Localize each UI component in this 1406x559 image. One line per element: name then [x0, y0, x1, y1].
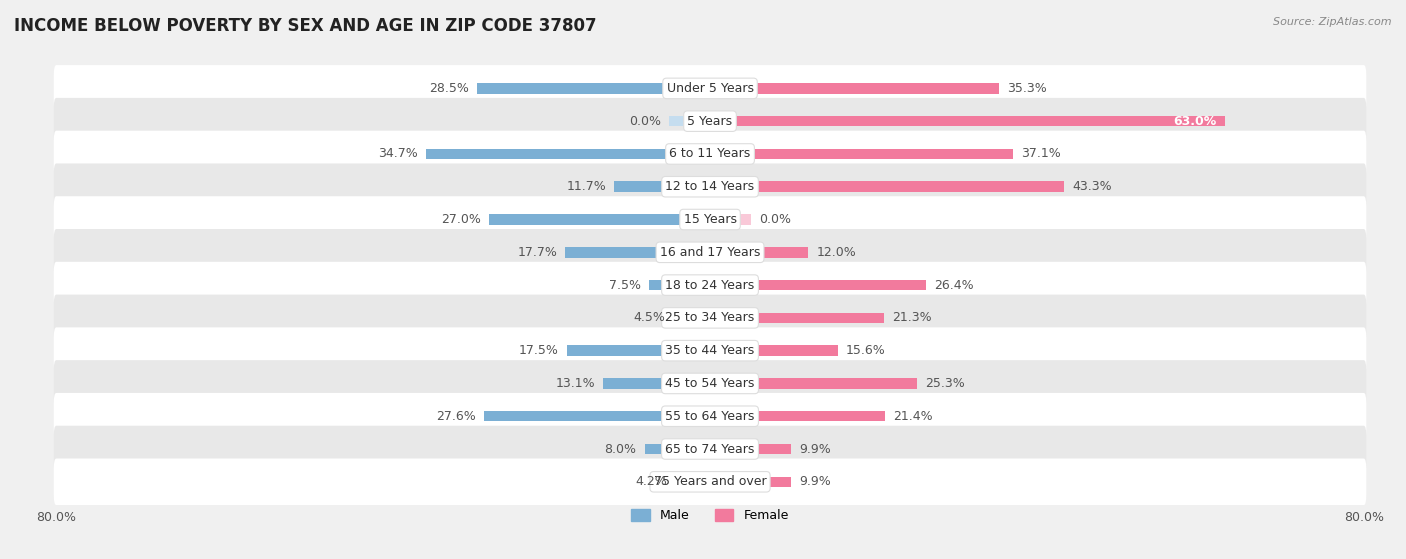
Legend: Male, Female: Male, Female	[626, 504, 794, 527]
Text: 4.5%: 4.5%	[633, 311, 665, 324]
Text: 37.1%: 37.1%	[1021, 148, 1062, 160]
FancyBboxPatch shape	[53, 360, 1367, 407]
FancyBboxPatch shape	[53, 98, 1367, 144]
Text: 17.7%: 17.7%	[517, 246, 557, 259]
Text: 75 Years and over: 75 Years and over	[654, 475, 766, 489]
Text: 9.9%: 9.9%	[799, 475, 831, 489]
Text: 15.6%: 15.6%	[845, 344, 886, 357]
FancyBboxPatch shape	[53, 458, 1367, 505]
Text: 8.0%: 8.0%	[605, 443, 637, 456]
Text: 43.3%: 43.3%	[1071, 180, 1112, 193]
Text: 5 Years: 5 Years	[688, 115, 733, 127]
Bar	[485, 411, 710, 421]
Text: 25 to 34 Years: 25 to 34 Years	[665, 311, 755, 324]
Bar	[710, 378, 917, 389]
Bar	[426, 149, 710, 159]
Bar	[565, 247, 710, 258]
Text: 9.9%: 9.9%	[799, 443, 831, 456]
FancyBboxPatch shape	[53, 262, 1367, 309]
Bar	[710, 280, 925, 290]
Text: 45 to 54 Years: 45 to 54 Years	[665, 377, 755, 390]
Bar	[710, 312, 884, 323]
Text: 11.7%: 11.7%	[567, 180, 606, 193]
Text: 0.0%: 0.0%	[759, 213, 792, 226]
Text: Under 5 Years: Under 5 Years	[666, 82, 754, 95]
Text: 7.5%: 7.5%	[609, 278, 641, 292]
FancyBboxPatch shape	[53, 393, 1367, 439]
Text: 35.3%: 35.3%	[1007, 82, 1046, 95]
Bar	[710, 182, 1064, 192]
Text: 25.3%: 25.3%	[925, 377, 965, 390]
FancyBboxPatch shape	[53, 229, 1367, 276]
Bar	[710, 83, 998, 94]
Bar	[710, 247, 808, 258]
Bar	[567, 345, 710, 356]
FancyBboxPatch shape	[53, 65, 1367, 112]
Text: 28.5%: 28.5%	[429, 82, 470, 95]
FancyBboxPatch shape	[53, 295, 1367, 341]
FancyBboxPatch shape	[53, 328, 1367, 374]
Bar	[710, 411, 884, 421]
Bar	[603, 378, 710, 389]
Text: 55 to 64 Years: 55 to 64 Years	[665, 410, 755, 423]
Text: 18 to 24 Years: 18 to 24 Years	[665, 278, 755, 292]
Text: 0.0%: 0.0%	[628, 115, 661, 127]
Bar	[710, 444, 792, 454]
Text: 12.0%: 12.0%	[817, 246, 856, 259]
Bar	[710, 345, 838, 356]
Bar	[477, 83, 710, 94]
Text: 16 and 17 Years: 16 and 17 Years	[659, 246, 761, 259]
Text: 4.2%: 4.2%	[636, 475, 668, 489]
Bar	[673, 312, 710, 323]
Text: 34.7%: 34.7%	[378, 148, 418, 160]
Bar	[710, 214, 751, 225]
Text: 21.4%: 21.4%	[893, 410, 932, 423]
Bar	[614, 182, 710, 192]
FancyBboxPatch shape	[53, 426, 1367, 472]
Text: 21.3%: 21.3%	[893, 311, 932, 324]
Bar	[648, 280, 710, 290]
Text: 17.5%: 17.5%	[519, 344, 558, 357]
Bar	[676, 476, 710, 487]
Bar	[710, 476, 792, 487]
Bar	[710, 149, 1014, 159]
Text: INCOME BELOW POVERTY BY SEX AND AGE IN ZIP CODE 37807: INCOME BELOW POVERTY BY SEX AND AGE IN Z…	[14, 17, 596, 35]
Text: 63.0%: 63.0%	[1174, 115, 1216, 127]
FancyBboxPatch shape	[53, 163, 1367, 210]
FancyBboxPatch shape	[53, 131, 1367, 177]
Text: 13.1%: 13.1%	[555, 377, 595, 390]
Bar	[710, 116, 1225, 126]
Text: 35 to 44 Years: 35 to 44 Years	[665, 344, 755, 357]
FancyBboxPatch shape	[53, 196, 1367, 243]
Text: 6 to 11 Years: 6 to 11 Years	[669, 148, 751, 160]
Text: 12 to 14 Years: 12 to 14 Years	[665, 180, 755, 193]
Text: 27.0%: 27.0%	[441, 213, 481, 226]
Text: 15 Years: 15 Years	[683, 213, 737, 226]
Bar	[644, 444, 710, 454]
Text: 65 to 74 Years: 65 to 74 Years	[665, 443, 755, 456]
Text: 27.6%: 27.6%	[436, 410, 477, 423]
Text: Source: ZipAtlas.com: Source: ZipAtlas.com	[1274, 17, 1392, 27]
Text: 26.4%: 26.4%	[934, 278, 973, 292]
Bar	[669, 116, 710, 126]
Bar	[489, 214, 710, 225]
